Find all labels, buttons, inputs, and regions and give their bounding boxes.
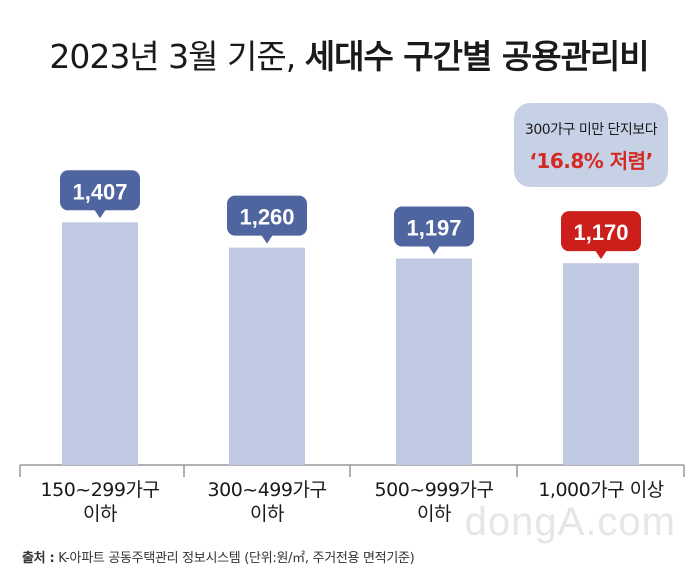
callout-line2: ‘16.8% 저렴’ (529, 149, 653, 173)
x-tick-label: 150~299가구 이하 (40, 479, 160, 525)
title-regular: 2023년 3월 기준, (49, 37, 305, 76)
data-label: 1,197 (406, 216, 461, 241)
value-badge: 1,407 (60, 170, 140, 219)
x-tick-label: 1,000가구 이상 (538, 479, 664, 501)
title-bold: 세대수 구간별 공용관리비 (304, 37, 650, 76)
chart-title: 2023년 3월 기준, 세대수 구간별 공용관리비 (0, 30, 698, 78)
bar (229, 247, 305, 465)
data-label: 1,407 (72, 179, 127, 204)
bar (396, 258, 472, 465)
value-badge: 1,197 (394, 206, 474, 255)
bar (563, 263, 639, 465)
callout-box: 300가구 미만 단지보다 ‘16.8% 저렴’ (514, 103, 668, 187)
source-note: 출처 : K-아파트 공동주택관리 정보시스템 (단위:원/㎡, 주거전용 면적… (22, 547, 415, 566)
source-label: 출처 : (22, 551, 55, 566)
callout-line1: 300가구 미만 단지보다 (524, 122, 658, 138)
data-label: 1,170 (573, 220, 628, 245)
data-label: 1,260 (239, 205, 294, 230)
value-badge: 1,170 (561, 211, 641, 260)
x-tick-label: 500~999가구 이하 (374, 479, 494, 525)
x-tick-label: 300~499가구 이하 (207, 479, 327, 525)
source-text: K-아파트 공동주택관리 정보시스템 (단위:원/㎡, 주거전용 면적기준) (54, 551, 415, 566)
watermark: dongA.com (464, 500, 676, 544)
value-badge: 1,260 (227, 195, 307, 244)
bar (62, 222, 138, 465)
